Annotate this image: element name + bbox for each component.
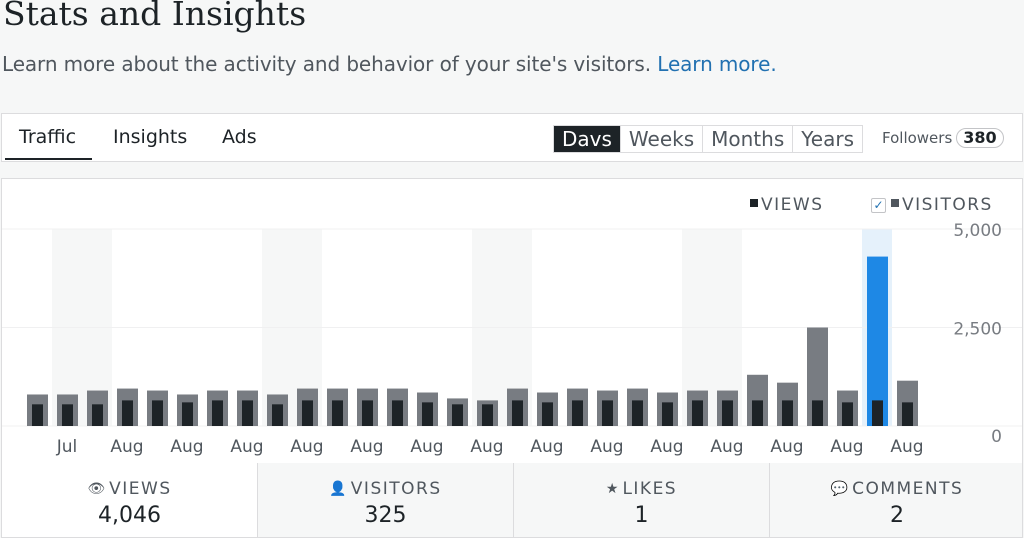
description-text: Learn more about the activity and behavi… [2,52,651,76]
summary-likes-value: 1 [634,503,649,528]
x-tick-month: Aug [830,437,863,457]
visitors-bar [452,404,463,426]
y-tick-label: 0 [991,427,1002,447]
summary-comments-label: COMMENTS [852,479,964,499]
tab-traffic[interactable]: Traffic [4,126,93,160]
tab-insights[interactable]: Insights [113,126,188,148]
x-tick-month: Aug [350,437,383,457]
visitors-bar [572,400,583,426]
visitors-bar [662,402,673,426]
views-swatch [750,199,758,207]
legend-visitors-label: VISITORS [902,195,993,215]
visitors-bar [602,400,613,426]
visitors-bar [812,400,823,426]
visitors-swatch [891,199,899,207]
summary-likes-label: LIKES [622,479,678,499]
x-tick-month: Aug [710,437,743,457]
visitors-bar [542,402,553,426]
x-tick-month: Aug [230,437,263,457]
visitors-bar [872,400,883,426]
summary-visitors-label: VISITORS [350,479,442,499]
learn-more-link[interactable]: Learn more. [657,52,777,76]
visitors-bar [632,400,643,426]
x-tick-month: Aug [890,437,923,457]
legend-views[interactable]: VIEWS [750,195,823,215]
visitors-bar [332,400,343,426]
visitors-bar [842,402,853,426]
x-tick-month: Aug [530,437,563,457]
y-tick-label: 5,000 [953,221,1002,241]
visitors-bar [902,402,913,426]
visitors-bar [782,400,793,426]
summary-views[interactable]: 👁 VIEWS 4,046 [2,463,258,537]
visitors-bar [722,400,733,426]
stats-navbar: Traffic Insights Ads Davs Weeks Months Y… [1,113,1023,162]
visitors-bar [272,404,283,426]
period-months-button[interactable]: Months [703,126,794,152]
summary-views-label: VIEWS [109,479,172,499]
visitors-bar [182,402,193,426]
x-tick-month: Aug [410,437,443,457]
x-tick-month: Aug [170,437,203,457]
visitors-bar [122,400,133,426]
visitors-bar [92,404,103,426]
visitors-checkbox[interactable]: ✓ [871,198,886,213]
visitors-bar [512,400,523,426]
visitors-bar [152,400,163,426]
summary-views-value: 4,046 [98,503,161,528]
visitors-bar [242,400,253,426]
comment-icon: 💬 [830,481,849,497]
visitors-bar [692,400,703,426]
star-icon: ★ [605,481,619,497]
tab-ads[interactable]: Ads [222,126,257,148]
views-bar [867,256,888,426]
visitors-bar [212,400,223,426]
visitors-bar [362,400,373,426]
eye-icon: 👁 [87,481,106,497]
summary-visitors-value: 325 [364,503,407,528]
y-tick-label: 2,500 [953,320,1002,340]
summary-likes[interactable]: ★ LIKES 1 [514,463,770,537]
legend-visitors[interactable]: ✓ VISITORS [871,195,993,215]
followers-count[interactable]: Followers 380 [882,128,1004,148]
x-tick-month: Aug [650,437,683,457]
x-tick-month: Jul [56,437,78,457]
legend-views-label: VIEWS [761,195,824,215]
x-tick-month: Aug [770,437,803,457]
summary-comments[interactable]: 💬 COMMENTS 2 [770,463,1022,537]
visitors-bar [302,400,313,426]
page-description: Learn more about the activity and behavi… [2,52,777,76]
summary-comments-value: 2 [890,503,904,528]
followers-badge: 380 [956,128,1004,148]
traffic-chart: 02,5005,000Jul31Aug2Aug4Aug6Aug8Aug10Aug… [2,221,1022,479]
visitors-bar [62,404,73,426]
visitors-bar [32,404,43,426]
person-icon: 👤 [329,481,347,497]
period-days-button[interactable]: Davs [554,126,621,152]
x-tick-month: Aug [590,437,623,457]
x-tick-month: Aug [110,437,143,457]
summary-visitors[interactable]: 👤 VISITORS 325 [258,463,514,537]
visitors-bar [422,402,433,426]
x-tick-month: Aug [470,437,503,457]
visitors-bar [482,404,493,426]
followers-label: Followers [882,129,953,147]
visitors-bar [752,400,763,426]
x-tick-month: Aug [290,437,323,457]
visitors-bar [392,400,403,426]
period-selector: Davs Weeks Months Years [553,125,864,153]
period-weeks-button[interactable]: Weeks [621,126,704,152]
stats-summary: 👁 VIEWS 4,046 👤 VISITORS 325 ★ LIKES 1 💬 COM… [2,463,1022,537]
page-title: Stats and Insights [3,0,307,33]
stats-chart-card: 02,5005,000Jul31Aug2Aug4Aug6Aug8Aug10Aug… [1,178,1023,538]
period-years-button[interactable]: Years [801,127,855,151]
